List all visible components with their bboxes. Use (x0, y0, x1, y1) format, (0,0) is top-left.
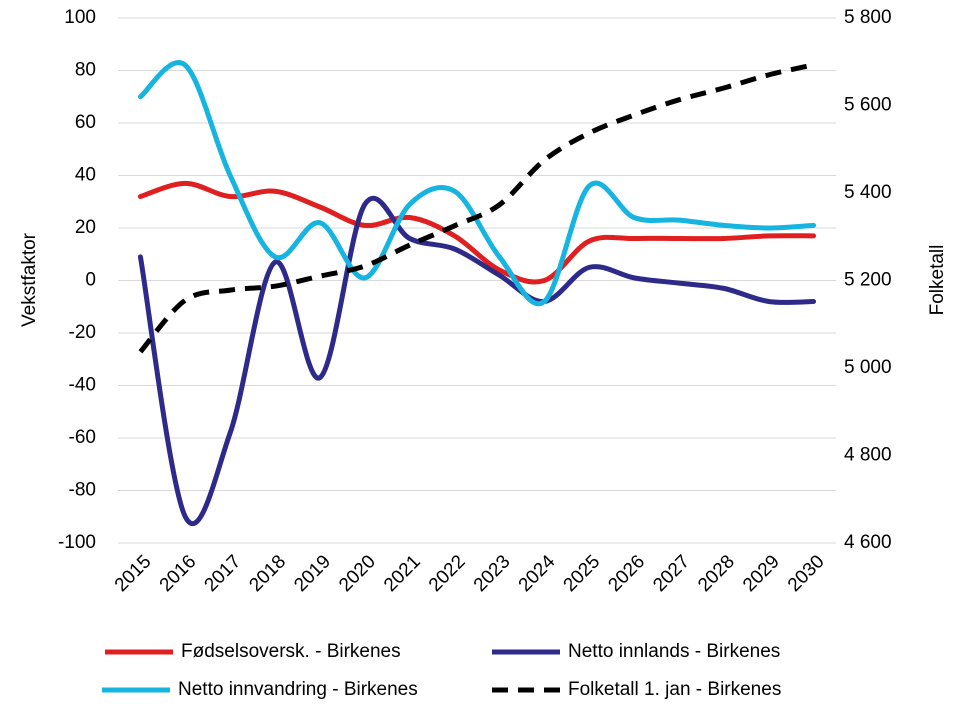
x-tick-label: 2030 (784, 551, 829, 596)
x-tick-label: 2020 (335, 551, 380, 596)
y2-tick-label: 4 800 (844, 445, 892, 466)
line (138, 62, 815, 354)
y-tick-label: -60 (69, 427, 96, 448)
y2-tick-label: 5 600 (844, 95, 892, 116)
y-tick-label: -80 (69, 480, 96, 501)
line (137, 60, 817, 307)
y2-tick-label: 5 400 (844, 182, 892, 203)
y2-tick-label: 4 600 (844, 532, 892, 553)
y-tick-label: -100 (58, 532, 96, 553)
y-tick-label: -20 (69, 322, 96, 343)
x-tick-label: 2026 (604, 551, 649, 596)
y-tick-label: 80 (75, 60, 96, 81)
y2-axis-label: Folketall (927, 245, 948, 316)
x-tick-label: 2024 (515, 551, 560, 596)
y-tick-label: 60 (75, 112, 96, 133)
legend-label: Netto innlands - Birkenes (568, 641, 780, 662)
y-tick-label: 40 (75, 165, 96, 186)
legend-label: Fødselsoversk. - Birkenes (181, 641, 401, 662)
y2-tick-label: 5 200 (844, 270, 892, 291)
line (137, 195, 817, 527)
x-tick-label: 2023 (470, 551, 515, 596)
x-tick-label: 2027 (649, 551, 694, 596)
legend-label: Folketall 1. jan - Birkenes (568, 679, 781, 700)
x-tick-label: 2016 (156, 551, 201, 596)
y-tick-label: 0 (85, 270, 96, 291)
line (137, 180, 817, 285)
x-tick-label: 2017 (201, 551, 246, 596)
y-tick-label: 20 (75, 217, 96, 238)
x-tick-label: 2022 (425, 551, 470, 596)
x-tick-label: 2028 (694, 551, 739, 596)
x-tick-label: 2015 (111, 551, 156, 596)
legend-label: Netto innvandring - Birkenes (178, 679, 418, 700)
y-tick-label: -40 (69, 375, 96, 396)
x-tick-label: 2025 (560, 551, 605, 596)
y2-tick-label: 5 000 (844, 357, 892, 378)
x-tick-label: 2029 (739, 551, 784, 596)
y-tick-label: 100 (64, 7, 96, 28)
x-tick-label: 2018 (245, 551, 290, 596)
y-axis-label: Vekstfaktor (19, 232, 40, 327)
x-tick-label: 2021 (380, 551, 425, 596)
x-tick-label: 2019 (290, 551, 335, 596)
y2-tick-label: 5 800 (844, 7, 892, 28)
